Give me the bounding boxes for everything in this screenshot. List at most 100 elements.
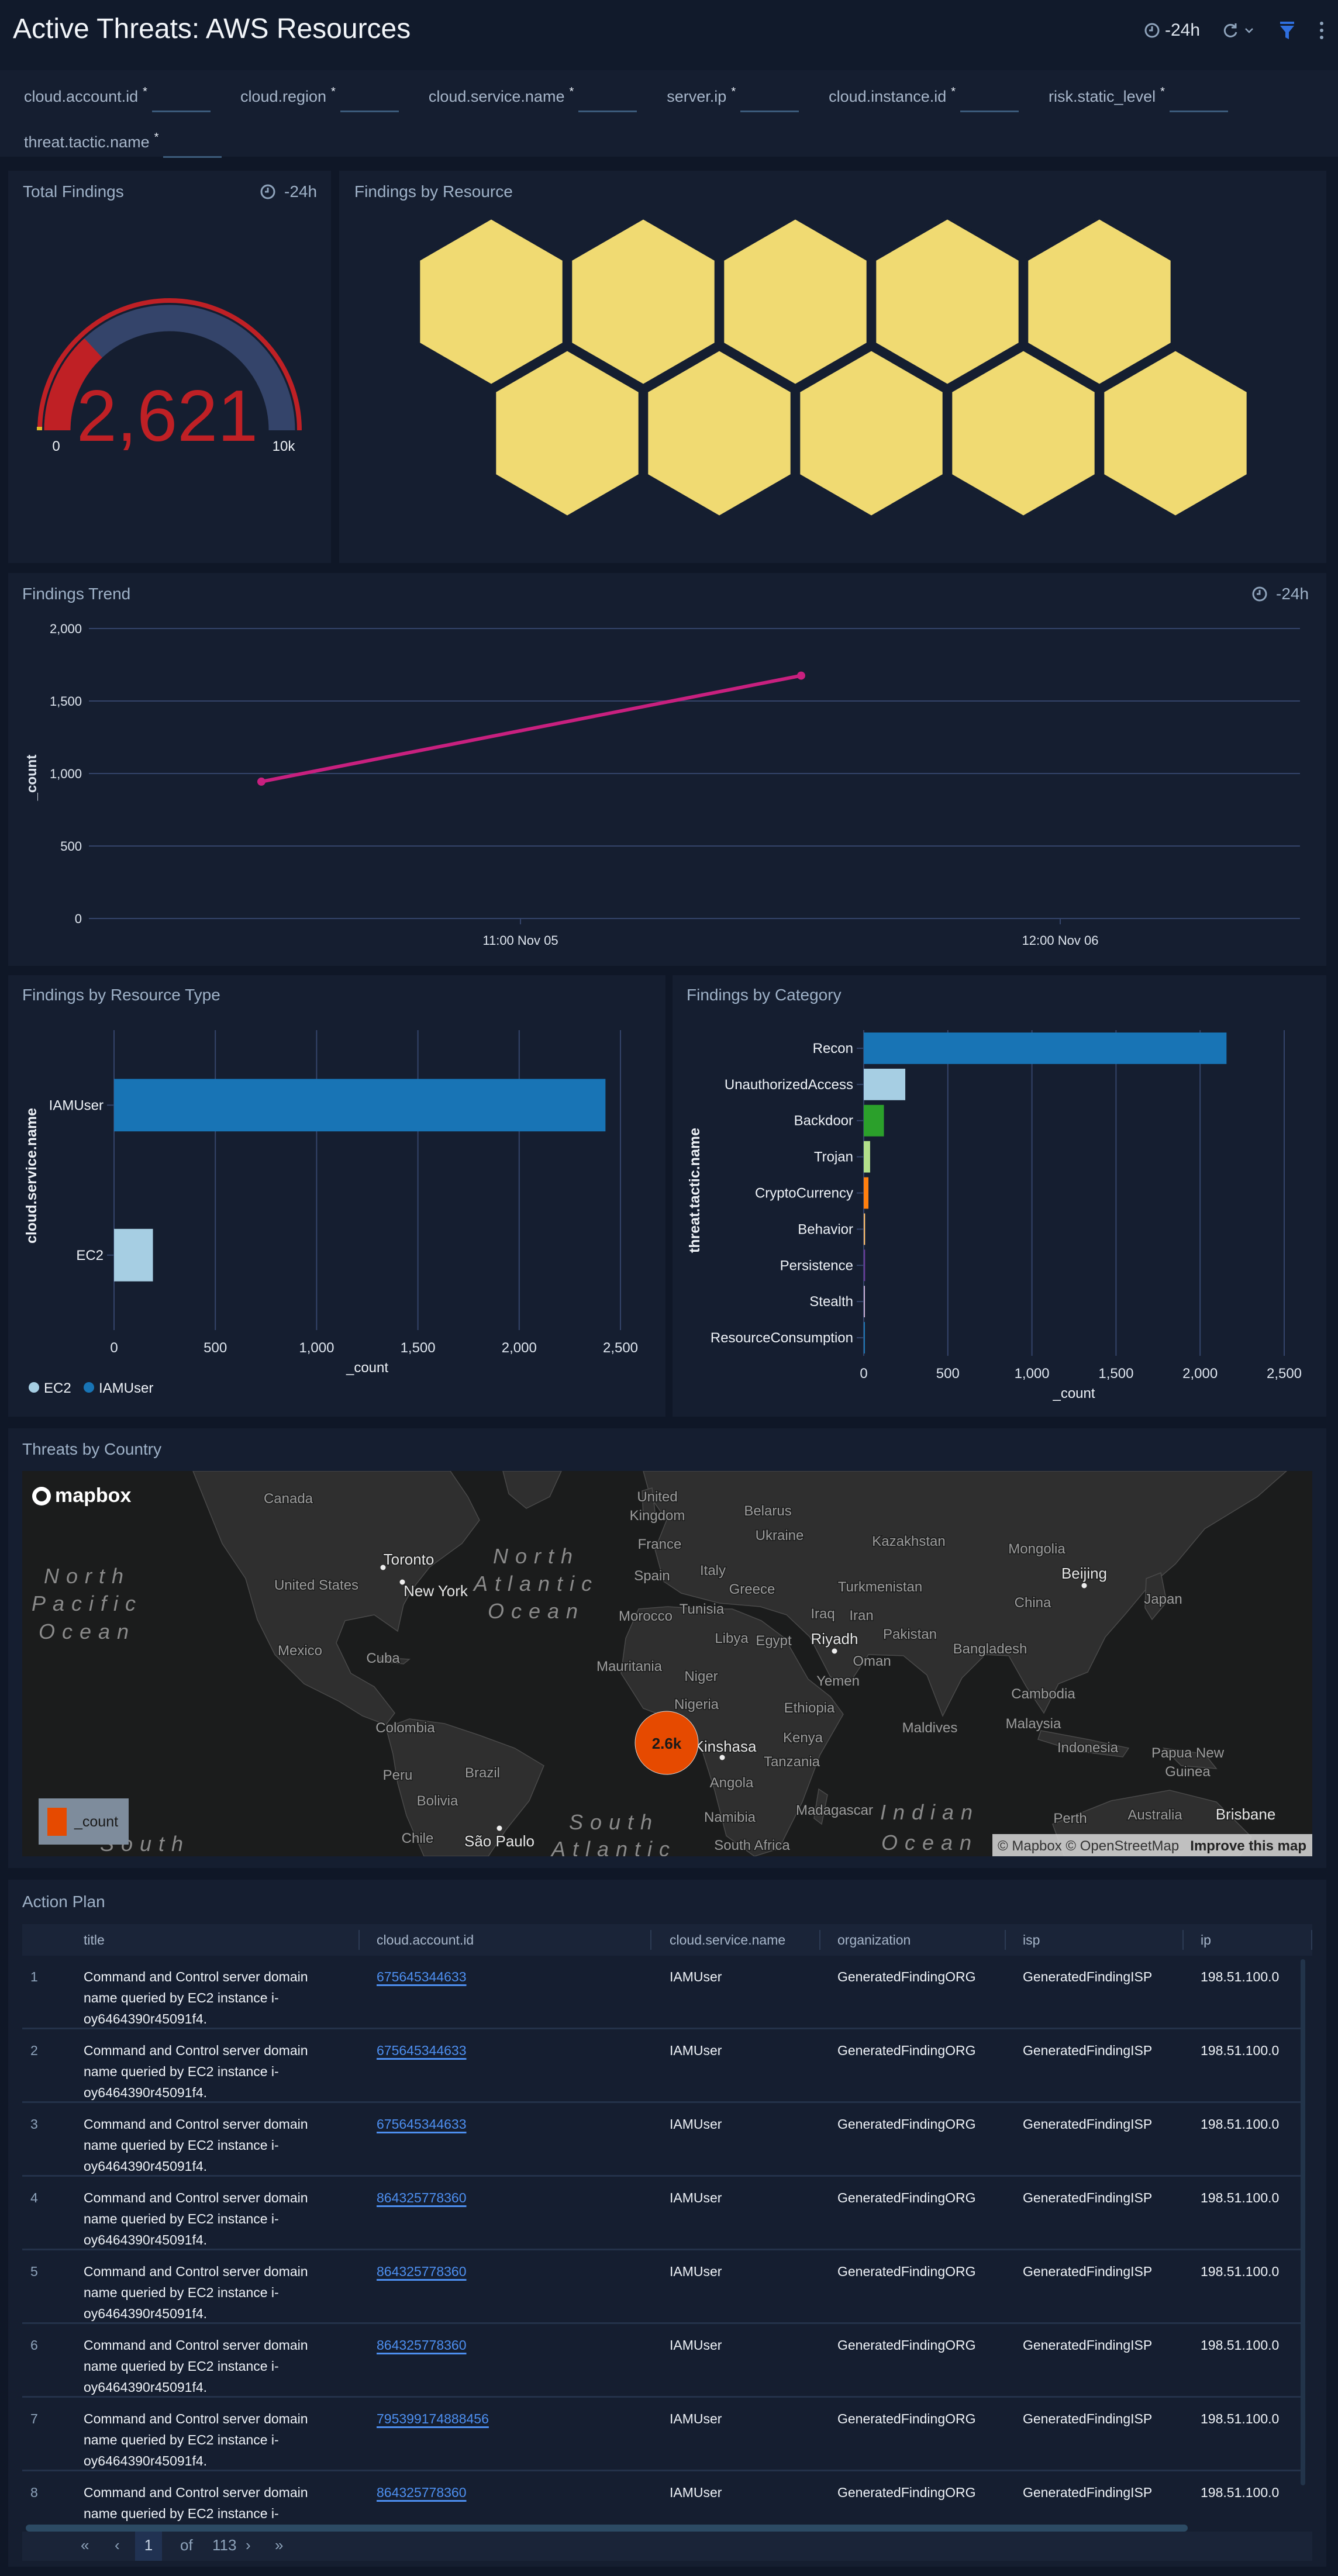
filter-input[interactable] bbox=[578, 84, 637, 112]
bar-Trojan[interactable] bbox=[864, 1141, 870, 1173]
bar-Behavior[interactable] bbox=[864, 1213, 865, 1245]
bar-Recon[interactable] bbox=[864, 1033, 1227, 1064]
table-row[interactable]: 3 Command and Control server domain name … bbox=[22, 2103, 1304, 2177]
column-resize-handle[interactable] bbox=[358, 1930, 360, 1950]
resource-hexagon[interactable] bbox=[873, 215, 1022, 388]
cell-account-link[interactable]: 864325778360 bbox=[377, 2485, 467, 2500]
table-row[interactable]: 1 Command and Control server domain name … bbox=[22, 1956, 1304, 2029]
panel-title: Findings by Resource Type bbox=[22, 986, 220, 1004]
column-resize-handle[interactable] bbox=[1182, 1930, 1184, 1950]
map-bubble[interactable]: 2.6k bbox=[634, 1711, 699, 1775]
time-range-button[interactable]: -24h bbox=[1144, 20, 1200, 41]
city-dot-icon bbox=[380, 1565, 386, 1570]
bar-CryptoCurrency[interactable] bbox=[864, 1177, 869, 1209]
attribution-text[interactable]: © Mapbox © OpenStreetMap bbox=[998, 1838, 1179, 1854]
filter-input[interactable] bbox=[960, 84, 1019, 112]
filter-icon bbox=[1280, 22, 1294, 39]
next-page-button[interactable]: › bbox=[246, 2536, 251, 2554]
bar-Backdoor[interactable] bbox=[864, 1104, 884, 1137]
table-row[interactable]: 5 Command and Control server domain name … bbox=[22, 2250, 1304, 2324]
column-header-organization[interactable]: organization bbox=[837, 1924, 1002, 1956]
cell-account-link[interactable]: 675645344633 bbox=[377, 1969, 467, 1984]
resource-hexagon[interactable] bbox=[1101, 347, 1250, 520]
trend-point[interactable] bbox=[796, 671, 805, 680]
cell-account-link[interactable]: 675645344633 bbox=[377, 2043, 467, 2058]
greenland bbox=[502, 1471, 562, 1509]
resource-hexagon[interactable] bbox=[720, 215, 870, 388]
table-row[interactable]: 8 Command and Control server domain name … bbox=[22, 2471, 1304, 2532]
gauge-threshold-marker bbox=[37, 427, 42, 430]
filter-input[interactable] bbox=[340, 84, 399, 112]
row-number: 3 bbox=[30, 2116, 38, 2132]
ocean-label: Atlantic bbox=[473, 1572, 599, 1596]
table-row[interactable]: 6 Command and Control server domain name … bbox=[22, 2324, 1304, 2398]
resource-hexagon[interactable] bbox=[796, 347, 946, 520]
refresh-button[interactable] bbox=[1221, 20, 1255, 41]
table-row[interactable]: 7 Command and Control server domain name … bbox=[22, 2398, 1304, 2471]
resource-hexagon[interactable] bbox=[949, 347, 1098, 520]
city-dot-icon bbox=[719, 1755, 725, 1760]
cell-account-link[interactable]: 675645344633 bbox=[377, 2116, 467, 2132]
first-page-button[interactable]: « bbox=[81, 2536, 89, 2554]
cell-account-link[interactable]: 864325778360 bbox=[377, 2190, 467, 2205]
filter-button[interactable] bbox=[1280, 20, 1295, 41]
bar-IAMUser[interactable] bbox=[114, 1079, 606, 1132]
improve-map-link[interactable]: Improve this map bbox=[1190, 1838, 1306, 1854]
prev-page-button[interactable]: ‹ bbox=[115, 2536, 120, 2554]
more-options-button[interactable] bbox=[1318, 20, 1325, 41]
column-resize-handle[interactable] bbox=[1311, 1930, 1312, 1950]
ocean-label: Ocean bbox=[881, 1831, 978, 1855]
column-header-isp[interactable]: isp bbox=[1023, 1924, 1180, 1956]
last-page-button[interactable]: » bbox=[275, 2536, 284, 2554]
total-pages: 113 bbox=[212, 2536, 237, 2554]
country-label: Spain bbox=[634, 1568, 670, 1584]
cell-isp: GeneratedFindingISP bbox=[1023, 2485, 1153, 2500]
current-page-input[interactable]: 1 bbox=[135, 2532, 162, 2561]
table-row[interactable]: 4 Command and Control server domain name … bbox=[22, 2177, 1304, 2250]
y-tick-label: IAMUser bbox=[49, 1097, 104, 1113]
legend-item-EC2[interactable]: EC2 bbox=[29, 1380, 71, 1396]
cell-account-link[interactable]: 864325778360 bbox=[377, 2337, 467, 2353]
column-resize-handle[interactable] bbox=[650, 1930, 651, 1950]
world-map[interactable]: Canada United States Toronto New York Mexico… bbox=[22, 1471, 1312, 1856]
column-header-cloud-service-name[interactable]: cloud.service.name bbox=[670, 1924, 817, 1956]
mapbox-logo[interactable]: mapbox bbox=[32, 1484, 131, 1507]
uk bbox=[642, 1487, 656, 1517]
horizontal-scrollbar[interactable] bbox=[26, 2525, 1188, 2532]
country-label: Belarus bbox=[744, 1503, 791, 1519]
bar-ResourceConsumption[interactable] bbox=[864, 1322, 865, 1353]
filter-input[interactable] bbox=[151, 84, 211, 112]
filter-input[interactable] bbox=[740, 84, 799, 112]
bar-UnauthorizedAccess[interactable] bbox=[864, 1068, 906, 1100]
x-tick-label: 2,000 bbox=[502, 1340, 537, 1356]
country-label: Japan bbox=[1144, 1591, 1182, 1607]
column-resize-handle[interactable] bbox=[1005, 1930, 1006, 1950]
country-label: Guinea bbox=[1165, 1764, 1211, 1780]
resource-hexagon[interactable] bbox=[492, 347, 642, 520]
bar-EC2[interactable] bbox=[114, 1228, 153, 1282]
column-header-title[interactable]: title bbox=[84, 1924, 356, 1956]
column-header-cloud-account-id[interactable]: cloud.account.id bbox=[377, 1924, 648, 1956]
column-header-ip[interactable]: ip bbox=[1201, 1924, 1309, 1956]
bar-Stealth[interactable] bbox=[864, 1286, 865, 1318]
legend-item-IAMUser[interactable]: IAMUser bbox=[84, 1380, 153, 1396]
bar-Persistence[interactable] bbox=[864, 1249, 865, 1282]
cell-account-link[interactable]: 795399174888456 bbox=[377, 2411, 489, 2426]
ocean-label: Ocean bbox=[488, 1599, 585, 1623]
panel-title: Findings Trend bbox=[22, 585, 131, 603]
filter-input[interactable] bbox=[1169, 84, 1228, 112]
y-tick-label: Persistence bbox=[780, 1258, 853, 1273]
time-range-badge: -24h bbox=[1251, 585, 1309, 603]
column-resize-handle[interactable] bbox=[819, 1930, 820, 1950]
filter-input[interactable] bbox=[163, 130, 222, 158]
resource-hexagon[interactable] bbox=[416, 215, 566, 388]
resource-hexagon[interactable] bbox=[1025, 215, 1174, 388]
table-row[interactable]: 2 Command and Control server domain name … bbox=[22, 2029, 1304, 2103]
trend-point[interactable] bbox=[257, 777, 265, 786]
vertical-scrollbar[interactable] bbox=[1301, 1959, 1305, 2485]
panel-title: Threats by Country bbox=[22, 1440, 162, 1458]
cell-account-link[interactable]: 864325778360 bbox=[377, 2264, 467, 2279]
resource-hexagon[interactable] bbox=[644, 347, 794, 520]
y-tick-label: Stealth bbox=[809, 1294, 853, 1310]
resource-hexagon[interactable] bbox=[568, 215, 718, 388]
